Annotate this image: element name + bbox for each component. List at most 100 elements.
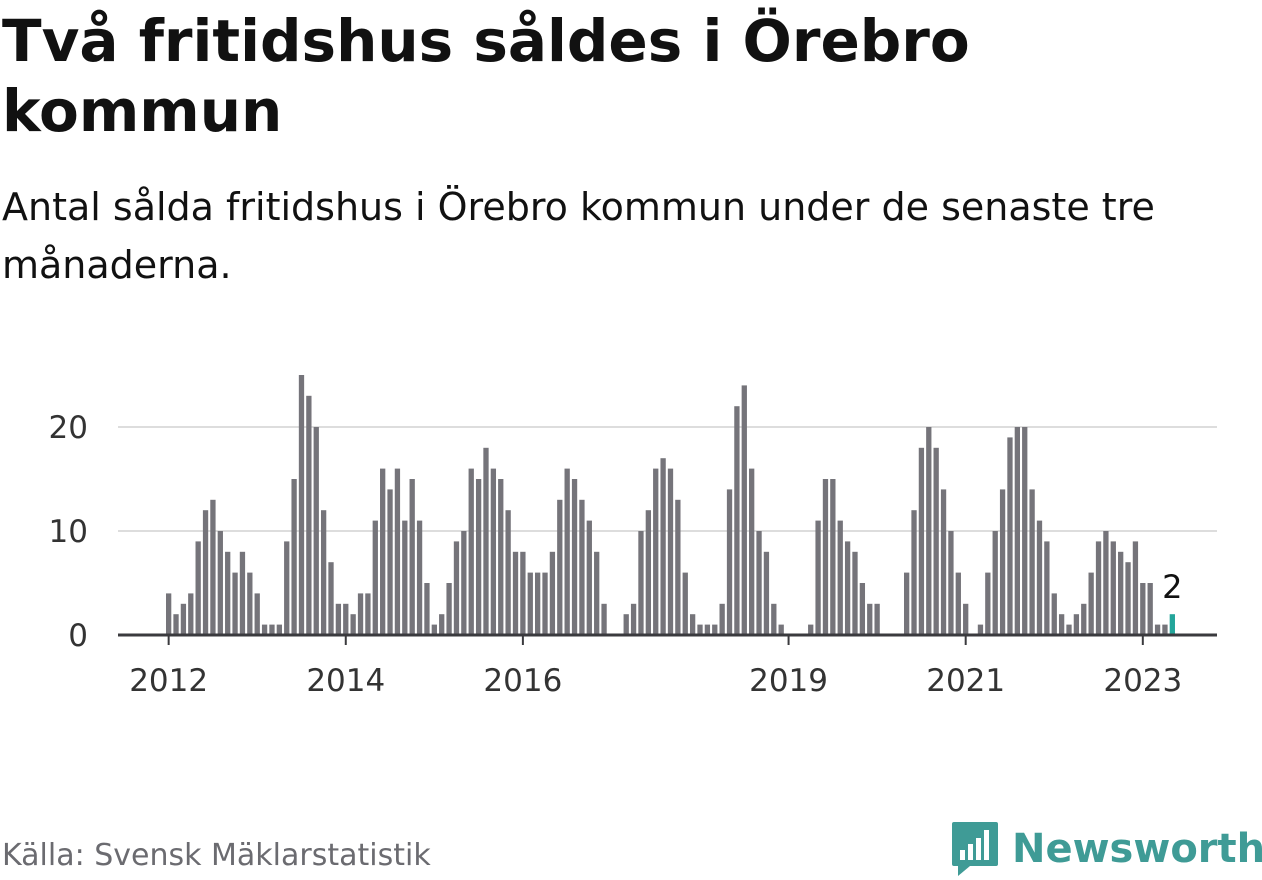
chart-title: Två fritidshus såldes i Örebro kommun <box>2 7 970 145</box>
bar <box>475 479 482 635</box>
bar-chart: 0 10 20 2012 2014 2016 2019 2021 2023 2 <box>49 375 1217 699</box>
bar <box>350 614 356 635</box>
bar <box>409 479 415 635</box>
bar <box>660 458 666 635</box>
bar <box>992 531 998 635</box>
bar <box>844 541 851 635</box>
bar <box>867 603 873 635</box>
bar <box>284 541 290 635</box>
x-tick-label: 2016 <box>483 663 562 699</box>
highlight-bar <box>1169 614 1175 635</box>
bar <box>571 479 578 635</box>
bar <box>173 614 179 635</box>
bar <box>726 489 733 635</box>
chart-subtitle: Antal sålda fritidshus i Örebro kommun u… <box>2 185 1155 287</box>
bar <box>630 603 637 635</box>
bar <box>712 624 718 635</box>
bar <box>756 531 762 635</box>
bar <box>557 499 563 635</box>
bar <box>498 479 504 635</box>
bar <box>689 614 696 635</box>
bar <box>719 603 725 635</box>
bar <box>306 395 312 635</box>
bars <box>166 375 1175 635</box>
x-tick-label: 2023 <box>1103 663 1182 699</box>
bar <box>734 406 740 635</box>
bar <box>1162 624 1168 635</box>
x-tick-label: 2019 <box>749 663 828 699</box>
bar <box>512 551 519 635</box>
last-bar-label: 2 <box>1162 568 1182 606</box>
bar <box>1088 572 1094 635</box>
bar-chart-logo-icon <box>952 822 998 876</box>
bar <box>911 510 917 635</box>
bar <box>468 468 474 635</box>
bar <box>955 572 961 635</box>
bar <box>697 624 703 635</box>
bar <box>328 562 334 635</box>
bar <box>653 468 659 635</box>
bar <box>1066 624 1072 635</box>
bar <box>298 375 305 635</box>
bar <box>343 603 349 635</box>
bar <box>874 603 880 635</box>
bar <box>431 624 437 635</box>
bar <box>320 510 327 635</box>
bar <box>564 468 570 635</box>
bar <box>1081 603 1087 635</box>
bar <box>261 624 268 635</box>
bar <box>210 499 216 635</box>
brand-name: Newsworthy <box>1012 826 1262 872</box>
bar <box>741 385 747 635</box>
bar <box>579 499 585 635</box>
bar <box>1140 583 1146 635</box>
x-tick-label: 2021 <box>926 663 1005 699</box>
y-tick-label: 0 <box>68 618 88 654</box>
bar <box>357 593 364 635</box>
bar <box>1147 583 1153 635</box>
bar <box>1154 624 1161 635</box>
bar <box>763 551 770 635</box>
bar <box>859 583 866 635</box>
grid-lines <box>118 426 1217 532</box>
bar <box>387 489 393 635</box>
bar <box>1007 437 1013 635</box>
x-tick-label: 2014 <box>306 663 385 699</box>
bar <box>232 572 238 635</box>
bar <box>247 572 253 635</box>
bar <box>778 624 784 635</box>
bar <box>446 583 452 635</box>
bar <box>549 551 556 635</box>
bar <box>394 468 401 635</box>
bar <box>1058 614 1065 635</box>
bar <box>335 603 342 635</box>
bar <box>461 531 467 635</box>
bar <box>675 499 681 635</box>
bar <box>1022 427 1028 635</box>
bar <box>372 520 378 635</box>
bar <box>682 572 688 635</box>
bar <box>1110 541 1116 635</box>
bar <box>439 614 445 635</box>
bar <box>291 479 297 635</box>
bar <box>1044 541 1050 635</box>
y-tick-label: 10 <box>49 514 88 550</box>
bar <box>1132 541 1139 635</box>
bar <box>771 603 777 635</box>
brand-logo[interactable]: Newsworthy <box>950 818 1262 880</box>
bar <box>667 468 674 635</box>
bar <box>180 603 187 635</box>
y-axis-ticks: 0 10 20 <box>49 410 88 654</box>
bar <box>1036 520 1043 635</box>
bar <box>254 593 260 635</box>
bar <box>601 603 607 635</box>
bar <box>520 551 526 635</box>
bar <box>933 447 939 635</box>
bar <box>1125 562 1131 635</box>
bar <box>365 593 371 635</box>
bar <box>645 510 651 635</box>
bar <box>918 447 925 635</box>
bar <box>594 551 600 635</box>
bar <box>1014 427 1020 635</box>
bar <box>999 489 1006 635</box>
